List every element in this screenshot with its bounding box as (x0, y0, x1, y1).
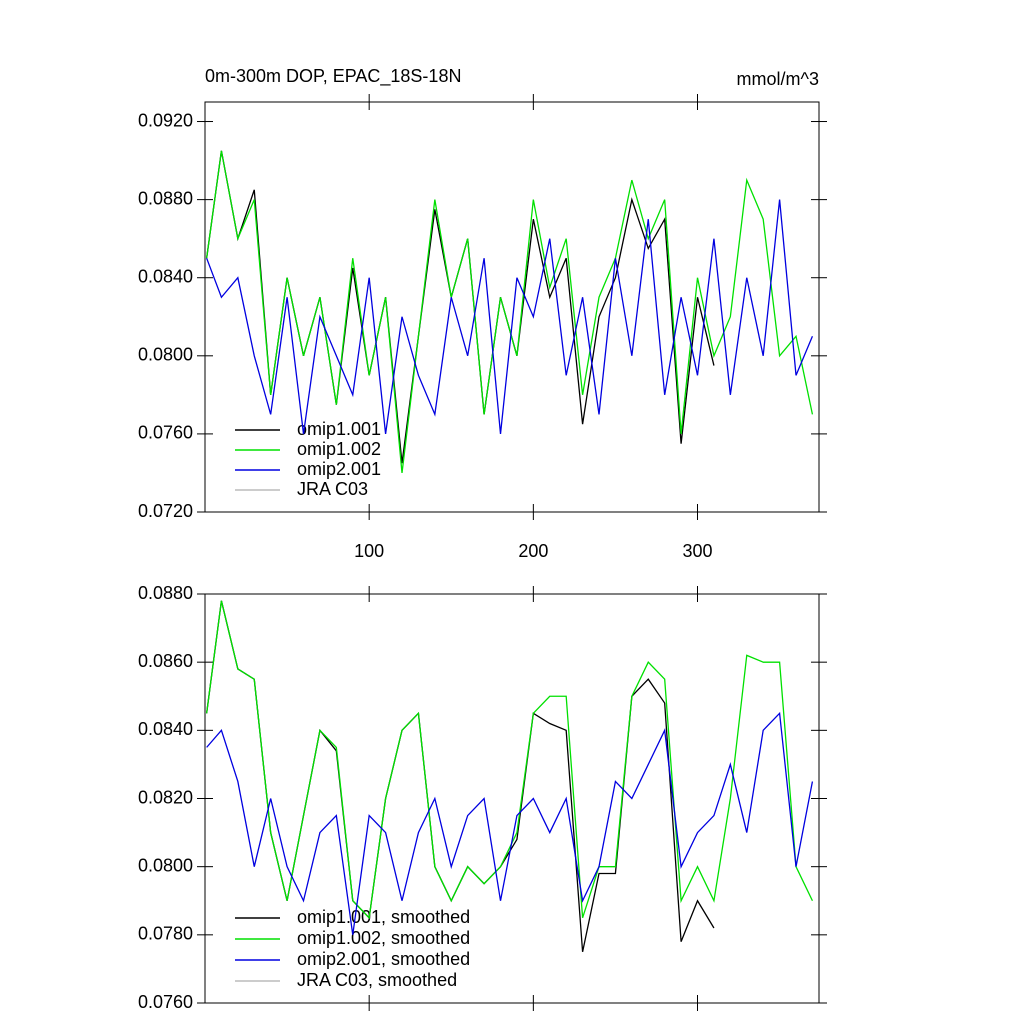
chart-title: 0m-300m DOP, EPAC_18S-18N (205, 66, 461, 87)
x-tick-label: 300 (682, 541, 712, 561)
legend-label: JRA C03 (297, 479, 368, 499)
x-tick-label: 100 (354, 541, 384, 561)
series-line (206, 199, 814, 434)
legend-label: omip1.002, smoothed (297, 928, 470, 948)
y-tick-label: 0.0880 (138, 583, 193, 603)
legend-label: omip1.002 (297, 439, 381, 459)
y-tick-label: 0.0780 (138, 924, 193, 944)
series-line (205, 150, 814, 474)
y-tick-label: 0.0860 (138, 651, 193, 671)
plot-frame (204, 101, 820, 513)
series-line (206, 711, 814, 935)
y-tick-label: 0.0840 (138, 266, 193, 286)
legend-label: omip1.001 (297, 419, 381, 439)
y-tick-label: 0.0880 (138, 188, 193, 208)
y-tick-label: 0.0920 (138, 110, 193, 130)
y-tick-label: 0.0800 (138, 855, 193, 875)
y-tick-label: 0.0840 (138, 719, 193, 739)
units-label: mmol/m^3 (737, 69, 819, 89)
x-tick-label: 200 (518, 541, 548, 561)
series-line (205, 600, 715, 953)
y-tick-label: 0.0760 (138, 423, 193, 443)
y-tick-label: 0.0720 (138, 501, 193, 521)
y-tick-label: 0.0800 (138, 345, 193, 365)
legend-label: omip2.001, smoothed (297, 949, 470, 969)
y-tick-label: 0.0820 (138, 787, 193, 807)
legend-label: omip1.001, smoothed (297, 907, 470, 927)
legend-label: JRA C03, smoothed (297, 970, 457, 990)
y-tick-label: 0.0760 (138, 992, 193, 1012)
legend-label: omip2.001 (297, 459, 381, 479)
series-line (205, 600, 814, 920)
